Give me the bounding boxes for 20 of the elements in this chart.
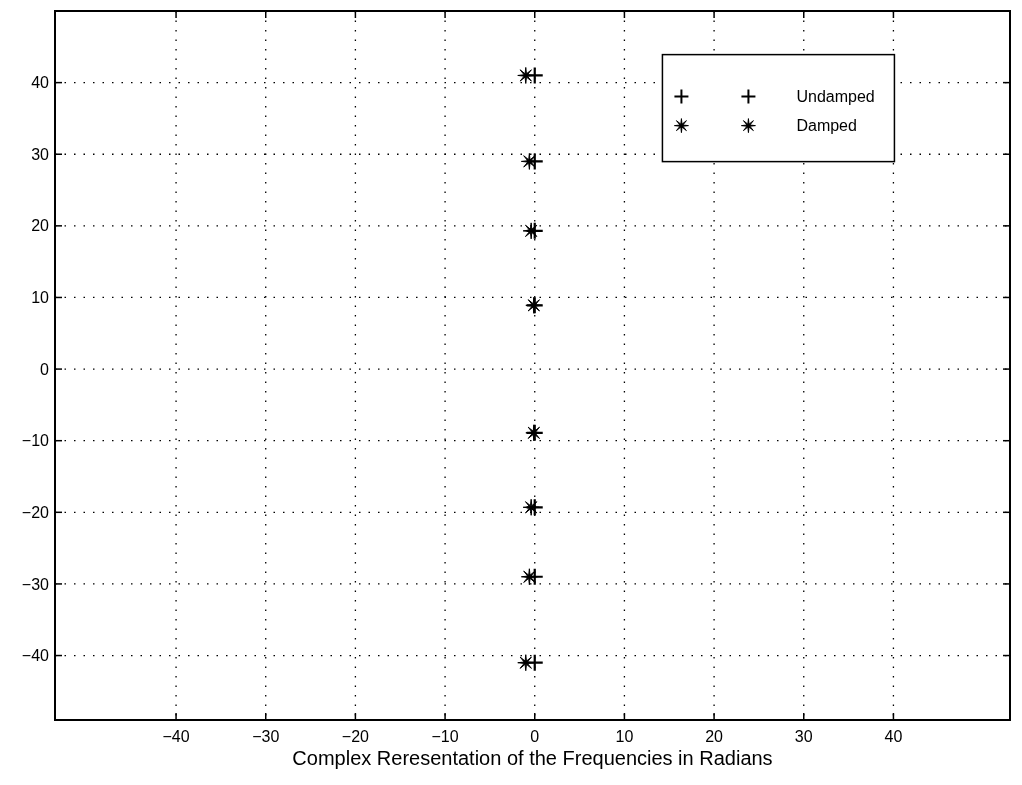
- y-tick-label: −40: [21, 647, 50, 665]
- x-tick-label: −40: [162, 728, 190, 745]
- x-tick-label: −10: [431, 728, 459, 745]
- y-tick-label: 40: [31, 74, 50, 92]
- x-tick-label: 0: [530, 728, 540, 745]
- x-tick-label: −30: [252, 728, 280, 745]
- x-tick-label: 20: [705, 728, 724, 745]
- x-tick-label: −20: [341, 728, 370, 745]
- legend: Undamped Damped: [661, 53, 896, 163]
- y-tick-label: −30: [21, 575, 50, 593]
- y-tick-label: 30: [31, 145, 50, 163]
- y-tick-label: −10: [21, 432, 50, 450]
- y-tick-label: 10: [31, 289, 50, 307]
- y-tick-label: 0: [40, 360, 50, 378]
- x-axis-title: Complex Reresentation of the Frequencies in Radians: [292, 747, 773, 769]
- x-tick-label: 10: [615, 728, 634, 745]
- y-tick-label: 20: [31, 217, 50, 235]
- y-tick-label: −20: [21, 503, 50, 521]
- x-tick-label: 30: [794, 728, 813, 745]
- x-tick-label: 40: [884, 728, 903, 745]
